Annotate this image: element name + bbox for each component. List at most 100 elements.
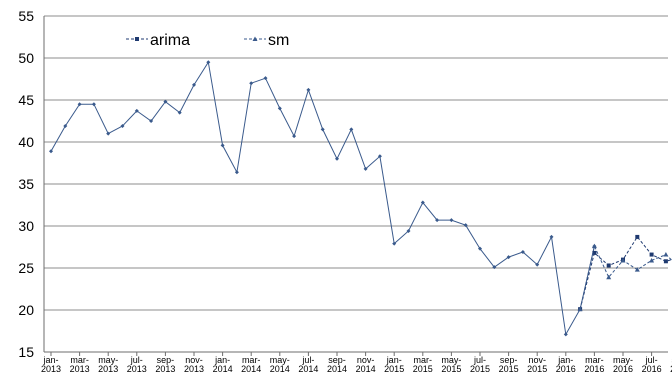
- x-tick-label-month: may-: [98, 355, 118, 365]
- x-tick-label-month: mar-: [585, 355, 604, 365]
- data-point-sm: [663, 252, 669, 257]
- x-tick-label-year: 2013: [98, 364, 118, 373]
- data-point-sm: [606, 274, 612, 280]
- data-point-actual: [149, 119, 154, 123]
- data-point-actual: [63, 124, 68, 129]
- x-tick-label-month: jan-: [214, 355, 230, 365]
- data-point-actual: [563, 332, 568, 337]
- x-tick-label-year: 2015: [527, 364, 547, 373]
- x-tick-label-year: 2013: [41, 364, 61, 373]
- x-tick-label-month: jul-: [473, 355, 486, 365]
- data-point-actual: [249, 81, 254, 86]
- data-point-sm: [620, 257, 626, 263]
- legend-marker-sm: [252, 36, 258, 41]
- legend-marker-arima: [135, 37, 139, 41]
- x-tick-label-year: 2015: [441, 364, 461, 373]
- data-point-actual: [492, 265, 497, 270]
- data-point-arima: [649, 252, 654, 257]
- x-tick-label-month: may-: [270, 355, 290, 365]
- y-tick-label: 50: [18, 50, 34, 66]
- x-tick-label-year: 2016: [584, 364, 604, 373]
- x-tick-label-month: jan-: [557, 355, 573, 365]
- data-point-actual: [206, 60, 211, 65]
- y-tick-label: 20: [18, 302, 34, 318]
- x-tick-label-month: mar-: [242, 355, 261, 365]
- x-tick-label-month: may-: [441, 355, 461, 365]
- x-tick-label-month: nov-: [528, 355, 546, 365]
- x-tick-label-year: 2015: [384, 364, 404, 373]
- x-tick-label-month: mar-: [414, 355, 433, 365]
- legend-entry-arima: arima: [126, 32, 190, 49]
- legend-entry-sm: sm: [244, 32, 289, 49]
- series-line-arima: [579, 236, 672, 310]
- x-tick-label-month: jul-: [301, 355, 314, 365]
- x-axis: jan-2013mar-2013may-2013jul-2013sep-2013…: [41, 351, 672, 373]
- y-tick-label: 15: [18, 344, 34, 360]
- data-point-sm: [591, 243, 597, 249]
- legend-label-sm: sm: [268, 32, 289, 49]
- x-tick-label-month: jan-: [386, 355, 402, 365]
- x-tick-label-year: 2016: [613, 364, 633, 373]
- data-point-actual: [49, 149, 53, 154]
- x-tick-label-year: 2014: [327, 364, 347, 373]
- data-point-actual: [163, 99, 168, 104]
- x-tick-label-month: jan-: [42, 355, 58, 365]
- data-point-sm: [577, 306, 583, 312]
- data-point-arima: [663, 259, 668, 264]
- x-tick-label-year: 2014: [298, 364, 318, 373]
- data-point-actual: [335, 156, 339, 161]
- data-point-actual: [292, 134, 297, 139]
- data-point-actual: [520, 250, 525, 255]
- data-point-actual: [420, 200, 425, 205]
- data-point-actual: [449, 218, 454, 223]
- y-tick-label: 55: [18, 8, 34, 24]
- series-group: [49, 60, 672, 337]
- data-point-actual: [177, 110, 182, 115]
- x-tick-label-year: 2015: [499, 364, 519, 373]
- data-point-actual: [91, 102, 96, 107]
- data-point-actual: [192, 82, 196, 87]
- x-tick-label-year: 2015: [413, 364, 433, 373]
- data-point-sm: [634, 267, 640, 272]
- x-tick-label-month: sep-: [157, 355, 175, 365]
- data-point-actual: [277, 106, 282, 111]
- y-tick-label: 40: [18, 134, 34, 150]
- x-tick-label-year: 2015: [470, 364, 490, 373]
- x-tick-label-year: 2013: [155, 364, 175, 373]
- x-tick-label-year: 2014: [241, 364, 261, 373]
- series-line-actual: [50, 60, 595, 336]
- y-tick-label: 30: [18, 218, 34, 234]
- x-tick-label-month: jul-: [130, 355, 143, 365]
- x-tick-label-year: 2014: [270, 364, 290, 373]
- data-point-actual: [406, 229, 411, 234]
- x-tick-label-year: 2016: [670, 364, 672, 373]
- x-tick-label-year: 2016: [556, 364, 576, 373]
- data-point-actual: [435, 218, 440, 223]
- data-point-actual: [234, 170, 239, 175]
- data-point-arima: [635, 234, 640, 239]
- data-point-actual: [77, 102, 82, 107]
- x-tick-label-month: may-: [613, 355, 633, 365]
- data-point-actual: [478, 246, 482, 251]
- legend: arima sm: [126, 32, 289, 49]
- x-tick-label-year: 2016: [642, 364, 662, 373]
- gridlines: [44, 15, 668, 353]
- data-point-actual: [506, 255, 511, 260]
- data-point-actual: [463, 223, 468, 228]
- data-point-actual: [306, 87, 311, 92]
- data-point-actual: [392, 241, 397, 246]
- y-tick-label: 45: [18, 92, 34, 108]
- data-point-actual: [549, 234, 554, 239]
- x-tick-label-month: sep-: [328, 355, 346, 365]
- x-tick-label-month: mar-: [70, 355, 89, 365]
- data-point-arima: [592, 250, 597, 255]
- data-point-actual: [535, 262, 540, 267]
- data-point-actual: [377, 154, 382, 159]
- data-point-actual: [363, 166, 368, 171]
- series-line-sm: [579, 244, 672, 310]
- data-point-actual: [120, 124, 125, 129]
- data-point-actual: [320, 127, 325, 132]
- y-axis: 15 20 25 30 35 40 45 50 55: [18, 8, 45, 360]
- x-tick-label-month: nov-: [185, 355, 203, 365]
- data-point-actual: [263, 76, 268, 81]
